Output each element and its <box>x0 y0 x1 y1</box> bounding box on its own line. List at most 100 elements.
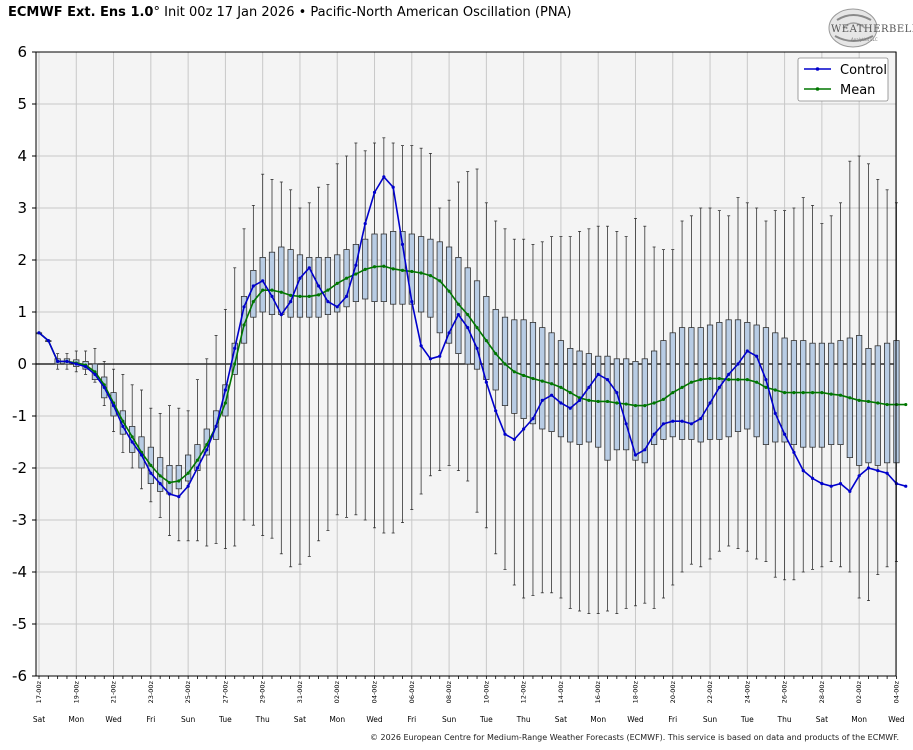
control-point <box>326 300 330 304</box>
control-point <box>438 354 442 358</box>
control-point <box>233 346 237 350</box>
control-point <box>550 393 554 397</box>
control-point <box>158 482 162 486</box>
mean-point <box>466 313 470 317</box>
control-point <box>261 279 265 283</box>
ensemble-box-whisker <box>268 178 276 539</box>
y-tick-label: 4 <box>17 147 27 165</box>
iqr-box <box>669 332 676 438</box>
control-point <box>317 284 321 288</box>
y-tick-label: -3 <box>12 511 27 529</box>
control-point <box>605 378 610 382</box>
ensemble-box-whisker <box>604 225 611 612</box>
iqr-box <box>660 340 667 440</box>
mean-line <box>38 265 906 484</box>
ensemble-box-whisker <box>772 210 779 578</box>
mean-point <box>317 293 321 297</box>
legend-item-control: Control <box>804 63 887 78</box>
x-axis: 17-00z Sat 19-00z Mon 21-00z Wed 23-00z Fri 25-0… <box>33 676 905 724</box>
ensemble-box-whisker <box>669 249 676 586</box>
iqr-box <box>511 319 518 414</box>
iqr-box <box>427 238 434 318</box>
ensemble-box-whisker <box>641 225 648 604</box>
mean-point <box>130 435 134 439</box>
iqr-box <box>324 256 332 315</box>
mean-point <box>186 471 190 475</box>
iqr-box <box>678 327 686 440</box>
logo-swirl-icon <box>828 8 878 48</box>
ensemble-box-whisker <box>473 168 481 513</box>
series-lines <box>37 175 908 499</box>
mean-point <box>643 404 647 408</box>
y-tick-label: -2 <box>12 459 27 477</box>
iqr-box <box>129 425 136 453</box>
ensemble-box-whisker <box>874 178 881 575</box>
x-tick-label: 16-00z <box>594 680 602 703</box>
ensemble-box-whisker <box>296 207 304 565</box>
iqr-box <box>781 337 788 443</box>
control-point <box>428 357 433 361</box>
mean-point <box>335 281 339 285</box>
ensemble-box-whisker <box>632 217 639 607</box>
x-tick-label: 08-00z <box>445 680 453 703</box>
weekday-label: Sun <box>181 715 196 724</box>
mean-point <box>727 378 731 382</box>
iqr-box <box>651 350 658 445</box>
control-point <box>708 401 712 405</box>
control-point <box>764 378 768 382</box>
iqr-box <box>250 269 257 318</box>
mean-point <box>223 401 227 405</box>
x-tick-label: 02-00z <box>333 680 341 703</box>
x-tick-label: 04-00z <box>371 680 379 703</box>
mean-point <box>876 401 880 405</box>
mean-point <box>354 272 358 276</box>
iqr-box <box>194 444 201 472</box>
control-point <box>783 432 787 436</box>
control-point <box>167 492 172 496</box>
mean-point <box>810 391 815 395</box>
mean-point <box>233 362 237 366</box>
mean-point <box>456 302 460 306</box>
weekday-label: Wed <box>627 715 644 724</box>
ensemble-box-whisker <box>706 207 714 560</box>
weekday-label: Wed <box>105 715 122 724</box>
control-point <box>633 453 638 457</box>
control-point <box>568 406 572 410</box>
iqr-box <box>296 254 304 318</box>
ensemble-box-whisker <box>194 379 201 542</box>
control-point <box>37 331 41 335</box>
control-point <box>242 305 246 309</box>
weekday-label: Mon <box>851 715 867 724</box>
ensemble-box-whisker <box>678 220 686 573</box>
mean-point <box>568 391 572 395</box>
model-name: ECMWF Ext. Ens 1.0 <box>8 5 154 20</box>
ensemble-box-whisker <box>306 202 313 557</box>
weekday-label: Sun <box>442 715 457 724</box>
control-point <box>447 331 451 335</box>
mean-point <box>671 391 675 395</box>
control-point <box>46 339 50 343</box>
ensemble-box-whisker <box>660 249 667 599</box>
y-tick-label: 6 <box>17 43 27 61</box>
x-tick-label: 27-00z <box>221 680 229 703</box>
mean-point <box>736 378 740 382</box>
logo-subtitle: Analytics LLC <box>851 37 878 42</box>
control-point <box>904 484 908 488</box>
control-point <box>531 417 535 421</box>
ensemble-box-whisker <box>231 267 238 547</box>
iqr-box <box>706 324 714 440</box>
ensemble-box-whisker <box>809 204 816 570</box>
iqr-box <box>641 358 648 464</box>
ensemble-box-whisker <box>399 145 406 523</box>
mean-point <box>251 300 255 304</box>
mean-point <box>382 264 386 268</box>
copyright-footer: © 2026 European Centre for Medium-Range … <box>370 733 899 742</box>
x-tick-label: 31-00z <box>296 680 304 703</box>
title-bullet: • <box>298 5 307 20</box>
mean-point <box>652 401 656 405</box>
control-point <box>205 448 209 452</box>
mean-point <box>587 398 591 402</box>
ensemble-box-whisker <box>567 236 574 609</box>
control-point <box>400 242 405 246</box>
